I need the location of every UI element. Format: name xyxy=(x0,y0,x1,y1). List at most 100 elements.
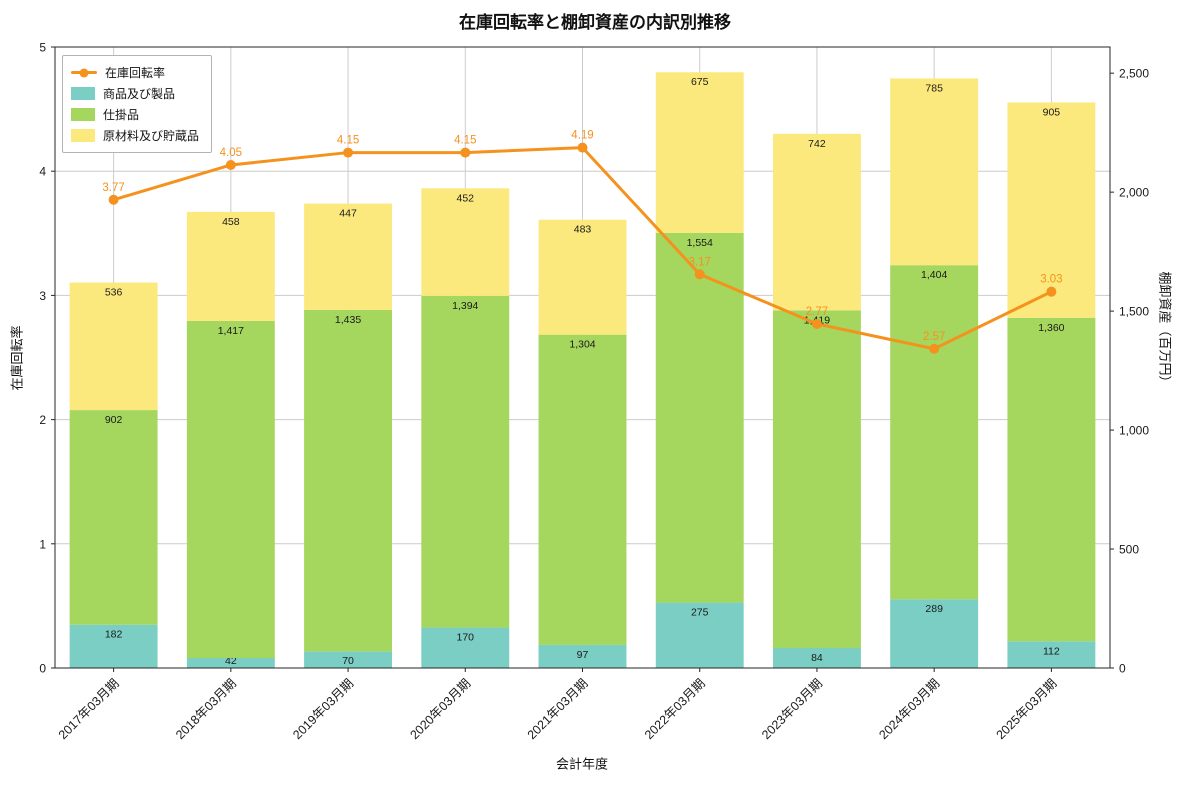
bar-value-label: 112 xyxy=(1043,645,1060,657)
y-tick-label-right: 2,500 xyxy=(1119,67,1149,81)
y-tick-label-right: 1,500 xyxy=(1119,305,1149,319)
bar-segment xyxy=(186,320,275,659)
line-point xyxy=(1046,286,1057,297)
legend-item-line: 在庫回転率 xyxy=(71,62,199,83)
bar-segment xyxy=(69,624,158,668)
bar-value-label: 1,360 xyxy=(1038,322,1064,334)
legend-color-swatch xyxy=(71,108,95,121)
bar-value-label: 447 xyxy=(339,208,357,220)
legend-line-marker xyxy=(79,68,89,77)
line-value-label: 3.77 xyxy=(102,182,124,194)
bar-segment xyxy=(421,188,510,296)
line-point xyxy=(225,159,236,170)
line-point xyxy=(694,269,705,280)
bar-segment xyxy=(186,211,275,321)
bar-segment xyxy=(772,648,861,668)
bar-value-label: 84 xyxy=(811,652,823,664)
y-tick-label-left: 3 xyxy=(39,289,46,303)
x-tick-label: 2017年03月期 xyxy=(56,676,122,742)
y-tick-label-left: 2 xyxy=(39,413,46,427)
bar-segment xyxy=(890,78,979,266)
bar-value-label: 1,435 xyxy=(335,314,361,326)
bar-segment xyxy=(890,265,979,600)
bar-value-label: 289 xyxy=(925,603,943,615)
bar-value-label: 1,554 xyxy=(687,237,713,249)
line-value-label: 3.17 xyxy=(689,256,711,268)
bar-segment xyxy=(655,232,744,603)
legend-label: 原材料及び貯蔵品 xyxy=(103,129,200,143)
line-point xyxy=(343,147,354,158)
bar-value-label: 275 xyxy=(691,607,709,619)
legend-item: 商品及び製品 xyxy=(71,83,199,104)
bar-value-label: 170 xyxy=(457,632,475,644)
bar-segment xyxy=(304,203,393,310)
legend-label: 商品及び製品 xyxy=(103,87,176,101)
y-tick-label-right: 0 xyxy=(1119,662,1126,676)
y-tick-label-right: 2,000 xyxy=(1119,186,1149,200)
line-value-label: 2.77 xyxy=(806,306,828,318)
y-tick-label-right: 500 xyxy=(1119,543,1139,557)
legend-label: 仕掛品 xyxy=(103,108,140,122)
bar-segment xyxy=(304,309,393,652)
y-axis-label-left: 在庫回転率 xyxy=(9,325,25,391)
legend-line-swatch xyxy=(71,68,97,77)
line-point xyxy=(811,318,822,329)
y-tick-label-left: 4 xyxy=(39,165,46,179)
line-value-label: 4.15 xyxy=(337,135,359,147)
bar-value-label: 785 xyxy=(925,82,943,94)
legend: 在庫回転率商品及び製品 仕掛品原材料及び貯蔵品 xyxy=(62,55,213,153)
bar-value-label: 1,417 xyxy=(218,325,244,337)
bar-segment xyxy=(69,410,158,625)
legend-item: 原材料及び貯蔵品 xyxy=(71,125,199,146)
bar-value-label: 42 xyxy=(225,655,237,667)
bar-segment xyxy=(538,334,627,645)
bar-segment xyxy=(69,282,158,411)
bar-segment xyxy=(1007,641,1096,668)
chart-title: 在庫回転率と棚卸資産の内訳別推移 xyxy=(459,13,731,32)
y-tick-label-left: 1 xyxy=(39,537,46,551)
x-tick-label: 2024年03月期 xyxy=(876,676,942,742)
line-value-label: 2.57 xyxy=(923,331,945,343)
bar-value-label: 536 xyxy=(105,287,123,299)
bar-value-label: 1,304 xyxy=(569,339,595,351)
legend-label: 在庫回転率 xyxy=(105,66,166,80)
bar-segment xyxy=(890,599,979,668)
legend-item: 仕掛品 xyxy=(71,104,199,125)
line-point xyxy=(460,147,471,158)
line-point xyxy=(929,343,940,354)
y-tick-label-left: 0 xyxy=(39,662,46,676)
x-tick-label: 2021年03月期 xyxy=(525,676,591,742)
bar-segment xyxy=(772,133,861,311)
line-value-label: 3.03 xyxy=(1040,274,1062,286)
bar-segment xyxy=(538,219,627,335)
y-tick-label-right: 1,000 xyxy=(1119,424,1149,438)
bar-value-label: 182 xyxy=(105,629,123,641)
legend-color-swatch xyxy=(71,87,95,100)
bar-value-label: 70 xyxy=(342,655,354,667)
bar-value-label: 452 xyxy=(457,192,475,204)
bar-segment xyxy=(1007,317,1096,642)
bar-value-label: 483 xyxy=(574,224,592,236)
x-tick-label: 2019年03月期 xyxy=(290,676,356,742)
x-tick-label: 2023年03月期 xyxy=(759,676,825,742)
bar-value-label: 1,404 xyxy=(921,269,947,281)
x-tick-label: 2018年03月期 xyxy=(173,676,239,742)
x-tick-label: 2022年03月期 xyxy=(642,676,708,742)
line-point xyxy=(577,142,588,153)
bar-value-label: 902 xyxy=(105,414,123,426)
bar-segment xyxy=(655,602,744,668)
line-value-label: 4.05 xyxy=(220,147,242,159)
bar-segment xyxy=(538,644,627,668)
bar-segment xyxy=(772,310,861,649)
bar-segment xyxy=(421,627,510,668)
bar-segment xyxy=(186,658,275,668)
bar-segment xyxy=(421,295,510,628)
line-point xyxy=(108,194,119,205)
line-value-label: 4.19 xyxy=(571,130,593,142)
y-axis-label-right: 棚卸資産（百万円） xyxy=(1157,271,1173,389)
bar-value-label: 458 xyxy=(222,216,240,228)
x-tick-label: 2020年03月期 xyxy=(407,676,473,742)
bar-segment xyxy=(655,72,744,233)
y-tick-label-left: 5 xyxy=(39,41,46,55)
